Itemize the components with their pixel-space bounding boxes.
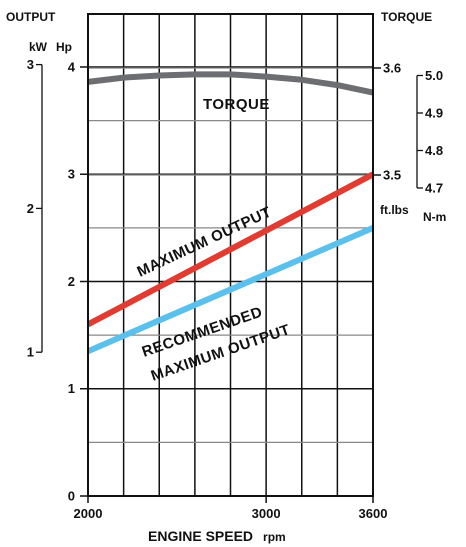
kw-tick-label: 1: [27, 345, 34, 360]
hp-tick-label: 4: [68, 59, 76, 74]
torque-nm-axis: 4.7 4.8 4.9 5.0: [416, 68, 443, 195]
nm-unit-label: N-m: [423, 210, 446, 224]
max-output-series-label: MAXIMUM OUTPUT: [135, 203, 275, 280]
grid: [88, 14, 373, 496]
max-output-line: [86, 171, 375, 328]
ftlbs-unit-label: ft.lbs: [380, 203, 409, 217]
hp-axis: 0 1 2 3 4: [68, 59, 88, 503]
hp-unit-label: Hp: [56, 40, 72, 54]
kw-tick-label: 2: [27, 201, 34, 216]
x-axis-title: ENGINE SPEED rpm: [148, 528, 286, 544]
output-header: OUTPUT: [6, 10, 56, 24]
kw-axis: 1 2 3: [27, 57, 43, 360]
rec-output-line: [86, 225, 375, 354]
nm-tick-label: 4.9: [425, 105, 443, 120]
torque-series-label: TORQUE: [203, 96, 270, 113]
series-layer: [86, 71, 375, 354]
x-axis: 2000 3000 3600: [74, 496, 388, 521]
x-axis-label: ENGINE SPEED: [148, 528, 253, 544]
kw-tick-label: 3: [27, 57, 34, 72]
torque-ftlbs-axis: 3.53.63.7: [373, 60, 401, 182]
hp-tick-label: 3: [68, 167, 75, 182]
x-tick-label: 3600: [359, 506, 388, 521]
torque-header: TORQUE: [381, 10, 432, 24]
hp-tick-label: 1: [68, 381, 75, 396]
ftlbs-tick-label: 3.5: [383, 167, 401, 182]
hp-tick-label: 0: [68, 488, 75, 503]
torque-line: [87, 71, 374, 96]
nm-tick-label: 4.7: [425, 180, 443, 195]
x-axis-unit: rpm: [263, 530, 286, 544]
hp-tick-label: 2: [68, 274, 75, 289]
nm-tick-label: 5.0: [425, 68, 443, 83]
ftlbs-tick-label: 3.6: [383, 60, 401, 75]
plot-frame: [87, 13, 374, 497]
x-tick-label: 2000: [74, 506, 103, 521]
kw-unit-label: kW: [29, 40, 48, 54]
nm-tick-label: 4.8: [425, 143, 443, 158]
x-tick-label: 3000: [252, 506, 281, 521]
